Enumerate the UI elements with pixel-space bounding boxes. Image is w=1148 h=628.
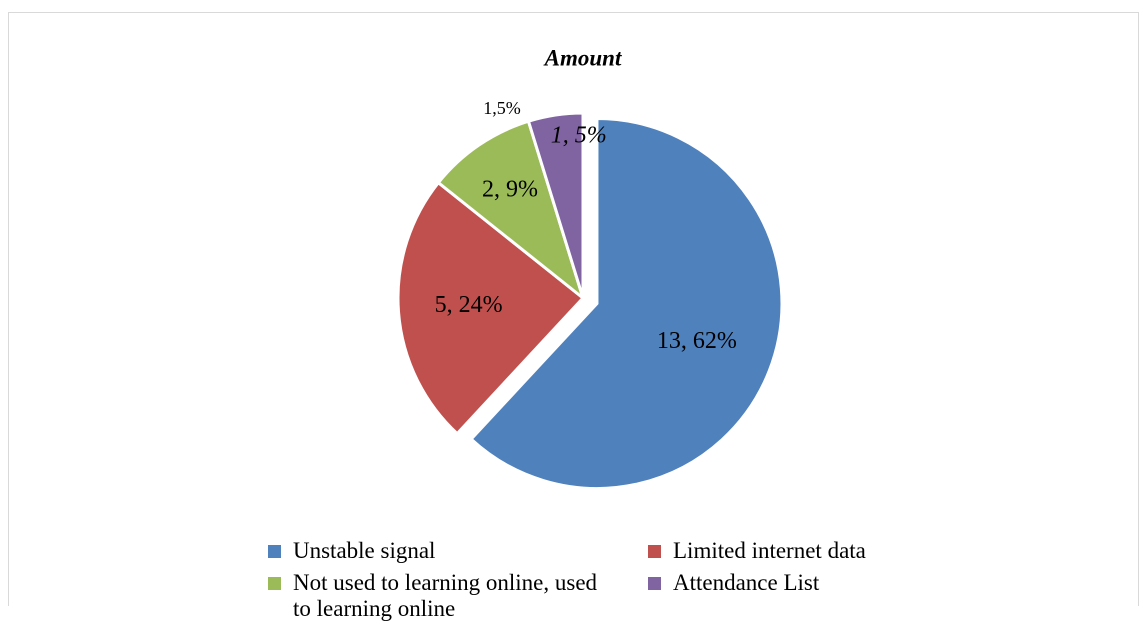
legend-label: Unstable signal xyxy=(293,538,436,563)
legend-item: Unstable signal xyxy=(262,538,642,564)
data-label: 13, 62% xyxy=(657,328,737,354)
data-label: 2, 9% xyxy=(482,177,538,203)
legend-swatch xyxy=(268,545,281,558)
legend: Unstable signal Limited internet data Not … xyxy=(262,538,1022,628)
data-label: 5, 24% xyxy=(435,292,503,318)
legend-label: Not used to learning online, used to lea… xyxy=(293,570,598,621)
data-label: 1, 5% xyxy=(551,123,607,149)
pie-slice xyxy=(526,111,585,299)
pie-slice xyxy=(436,119,586,303)
legend-item: Limited internet data xyxy=(642,538,1002,564)
chart: Amount 1,5% 13, 62% 5, 24% 2, 9% 1, 5% xyxy=(8,12,1139,606)
legend-item: Attendance List xyxy=(642,570,1002,622)
annotation: 1,5% xyxy=(483,98,521,118)
legend-label: Attendance List xyxy=(673,570,820,595)
legend-swatch xyxy=(648,577,661,590)
legend-swatch xyxy=(648,545,661,558)
chart-title: Amount xyxy=(543,45,622,70)
frame xyxy=(8,12,1139,606)
legend-item: Not used to learning online, used to lea… xyxy=(262,570,607,622)
pie-slice xyxy=(469,116,784,490)
legend-swatch xyxy=(268,577,281,590)
page: {"chart_data": {"type": "pie", "title": … xyxy=(8,12,1139,621)
pie-slice xyxy=(396,180,586,436)
legend-label: Limited internet data xyxy=(673,538,866,563)
